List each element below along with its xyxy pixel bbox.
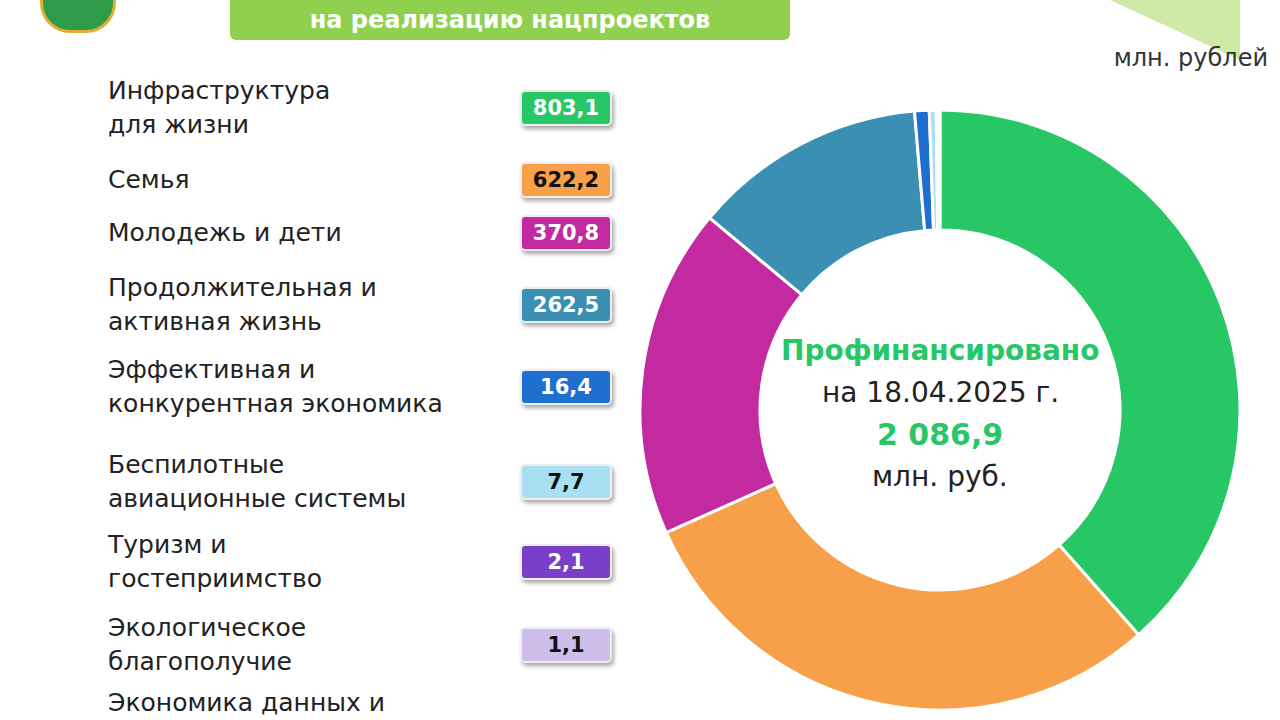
html-text:Туризм и гостеприимство: Туризм и гостеприимство <box>108 530 322 593</box>
html-text:Беспилотные авиационные систем: Беспилотные авиационные системы <box>108 450 407 513</box>
html-text:Экономика данных и: Экономика данных и <box>108 688 385 717</box>
html-text:на реализацию нацпроектов: на реализацию нацпроектов <box>309 6 711 34</box>
svg-text:на 18.04.2025 г.: на 18.04.2025 г. <box>822 376 1059 409</box>
html-text:7,7: 7,7 <box>547 470 585 494</box>
html-text:16,4: 16,4 <box>540 375 592 399</box>
html-text:Инфраструктура для жизни: Инфраструктура для жизни <box>108 76 331 139</box>
html-text:262,5: 262,5 <box>532 293 600 317</box>
html-text:622,2: 622,2 <box>532 168 600 192</box>
html-text:млн. рублей: млн. рублей <box>1113 44 1268 72</box>
html-text:Продолжительная и активная жиз: Продолжительная и активная жизнь <box>108 273 377 336</box>
html-text:803,1: 803,1 <box>532 96 600 120</box>
html-text:370,8: 370,8 <box>532 221 600 245</box>
html-text:1,1: 1,1 <box>547 633 585 657</box>
svg-text:2 086,9: 2 086,9 <box>877 417 1003 452</box>
svg-text:млн. руб.: млн. руб. <box>872 460 1008 493</box>
html-text:Эффективная и конкурентная эко: Эффективная и конкурентная экономика <box>108 355 443 418</box>
html-text:Семья: Семья <box>108 165 190 194</box>
html-text:Молодежь и дети: Молодежь и дети <box>108 218 342 247</box>
html-text:2,1: 2,1 <box>547 550 585 574</box>
svg-text:Профинансировано: Профинансировано <box>781 334 1099 367</box>
html-text:Экологическое благополучие: Экологическое благополучие <box>108 613 307 676</box>
